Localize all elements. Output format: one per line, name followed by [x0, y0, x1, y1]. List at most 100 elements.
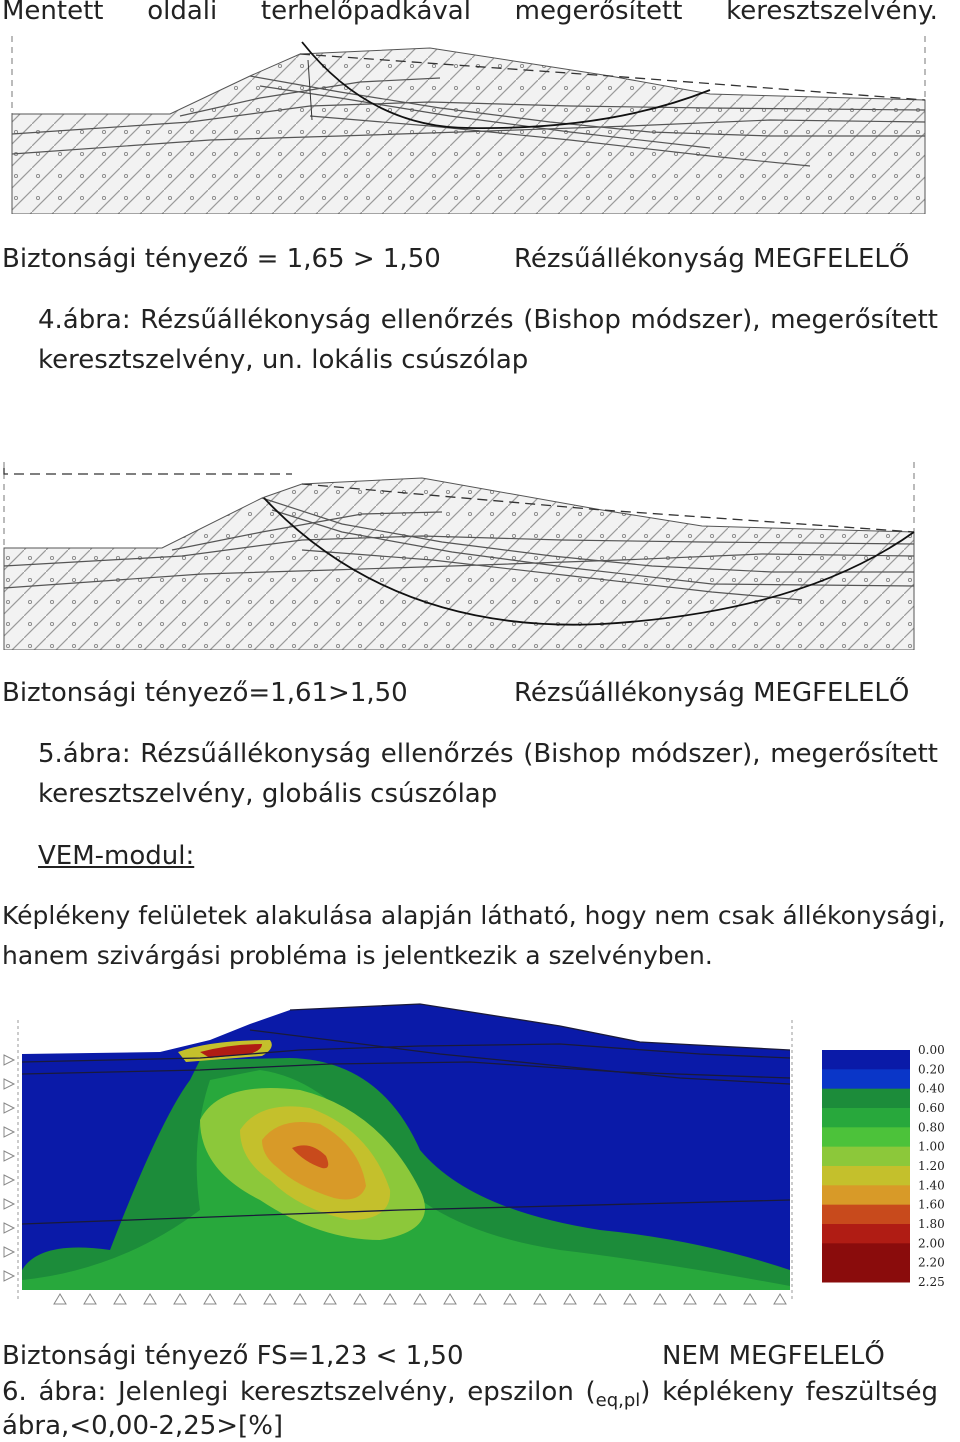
caption-word: (	[585, 1377, 596, 1407]
legend-label: 1.00	[918, 1140, 945, 1154]
support-icon	[623, 1293, 637, 1305]
support-icon	[683, 1293, 697, 1305]
figure6-caption-line2: ábra,<0,00-2,25>[%]	[2, 1411, 284, 1441]
support-icon	[563, 1293, 577, 1305]
legend-swatch	[822, 1166, 910, 1186]
caption-word: megerősített	[770, 305, 938, 335]
figure5-cross-section	[3, 462, 915, 650]
support-icon	[263, 1293, 277, 1305]
legend-label: 1.20	[918, 1159, 945, 1173]
figure4-result-left: Biztonsági tényező = 1,65 > 1,50	[2, 244, 441, 274]
support-icon	[203, 1293, 217, 1305]
support-icon	[353, 1293, 367, 1305]
figure6-result-right: NEM MEGFELELŐ	[662, 1341, 885, 1371]
figure4-caption-line1: 4.ábra: Rézsűállékonyság ellenőrzés (Bis…	[38, 305, 938, 335]
support-icon	[473, 1293, 487, 1305]
legend-label: 0.60	[918, 1101, 945, 1115]
slip-surface	[263, 497, 915, 626]
figure4-caption-line2: keresztszelvény, un. lokális csúszólap	[38, 345, 529, 375]
support-icon	[653, 1293, 667, 1305]
legend-label: 1.80	[918, 1217, 945, 1231]
legend-label: 2.20	[918, 1256, 945, 1270]
support-icon	[3, 1078, 16, 1090]
caption-word: ellenőrzés	[380, 305, 514, 335]
header-line: Mentett oldali terhelőpadkával megerősít…	[2, 0, 938, 26]
vem-heading: VEM-modul:	[38, 841, 195, 871]
support-icon	[383, 1293, 397, 1305]
figure4-cross-section	[11, 36, 926, 214]
figure6-fem-plot: 0.00 0.20 0.40 0.60 0.80 1.00 1.20 1.40 1.60 1.80…	[3, 1003, 945, 1305]
caption-word: 6.	[2, 1377, 27, 1407]
figure5-caption-line1: 5.ábra: Rézsűállékonyság ellenőrzés (Bis…	[38, 739, 938, 769]
legend-swatch	[822, 1127, 910, 1148]
header-word: oldali	[147, 0, 218, 26]
support-icon	[53, 1293, 67, 1305]
support-icon	[593, 1293, 607, 1305]
soil-body	[3, 477, 915, 650]
legend-swatch	[822, 1262, 910, 1283]
support-icon	[413, 1293, 427, 1305]
caption-word: módszer),	[630, 305, 761, 335]
support-icon	[3, 1246, 16, 1258]
caption-word: keresztszelvény,	[240, 1377, 456, 1407]
support-icon	[3, 1054, 16, 1066]
caption-word: epszilon	[467, 1377, 574, 1407]
support-icon	[443, 1293, 457, 1305]
header-word: terhelőpadkával	[260, 0, 471, 26]
support-icon	[173, 1293, 187, 1305]
legend-swatch	[822, 1243, 910, 1264]
legend-label: 0.80	[918, 1120, 945, 1134]
legend-swatch	[822, 1204, 910, 1225]
caption-word: Rézsűállékonyság	[140, 739, 372, 769]
support-icon	[3, 1102, 16, 1114]
support-icon	[143, 1293, 157, 1305]
caption-subscript: eq,pl	[595, 1390, 641, 1412]
caption-word: módszer),	[630, 739, 761, 769]
caption-word: 4.ábra:	[38, 305, 131, 335]
caption-word: megerősített	[770, 739, 938, 769]
support-icon	[533, 1293, 547, 1305]
support-icon	[743, 1293, 757, 1305]
soil-body	[11, 47, 926, 214]
legend-label: 2.00	[918, 1236, 945, 1250]
figure6-result-left: Biztonsági tényező FS=1,23 < 1,50	[2, 1341, 464, 1371]
caption-word: ábra:	[38, 1377, 107, 1407]
figure6-caption-line1: 6. ábra: Jelenlegi keresztszelvény, epsz…	[2, 1377, 938, 1416]
figure5-result-left: Biztonsági tényező=1,61>1,50	[2, 678, 408, 708]
figure5-caption-line2: keresztszelvény, globális csúszólap	[38, 779, 498, 809]
support-icon	[713, 1293, 727, 1305]
legend-label: 0.20	[918, 1062, 945, 1076]
support-icon	[323, 1293, 337, 1305]
legend-swatch	[822, 1108, 910, 1128]
legend	[822, 1050, 910, 1283]
legend-label: 0.00	[918, 1043, 945, 1057]
support-icon	[3, 1126, 16, 1138]
support-icon	[293, 1293, 307, 1305]
support-icon	[83, 1293, 97, 1305]
caption-word: feszültség	[805, 1377, 938, 1407]
support-icon	[3, 1174, 16, 1186]
legend-swatch	[822, 1050, 910, 1070]
header-word: Mentett	[2, 0, 104, 26]
support-icon	[3, 1198, 16, 1210]
support-icon	[503, 1293, 517, 1305]
caption-paren-group: (eq,pl)	[585, 1377, 650, 1416]
legend-label: 1.60	[918, 1198, 945, 1212]
header-word: keresztszelvény.	[726, 0, 938, 26]
figure4-result-right: Rézsűállékonyság MEGFELELŐ	[514, 244, 910, 274]
vem-paragraph-line1: Képlékeny felületek alakulása alapján lá…	[2, 901, 946, 930]
caption-word: (Bishop	[523, 739, 621, 769]
caption-word: képlékeny	[662, 1377, 794, 1407]
caption-word: (Bishop	[523, 305, 621, 335]
contour-field	[22, 1004, 790, 1290]
caption-word: ellenőrzés	[380, 739, 514, 769]
legend-label: 2.25	[918, 1275, 945, 1289]
header-word: megerősített	[514, 0, 683, 26]
slip-surface	[301, 41, 711, 129]
support-icon	[773, 1293, 787, 1305]
support-icon	[113, 1293, 127, 1305]
caption-word: )	[640, 1377, 651, 1407]
legend-label: 1.40	[918, 1178, 945, 1192]
vem-paragraph-line2: hanem szivárgási probléma is jelentkezik…	[2, 941, 713, 970]
caption-word: Rézsűállékonyság	[140, 305, 372, 335]
